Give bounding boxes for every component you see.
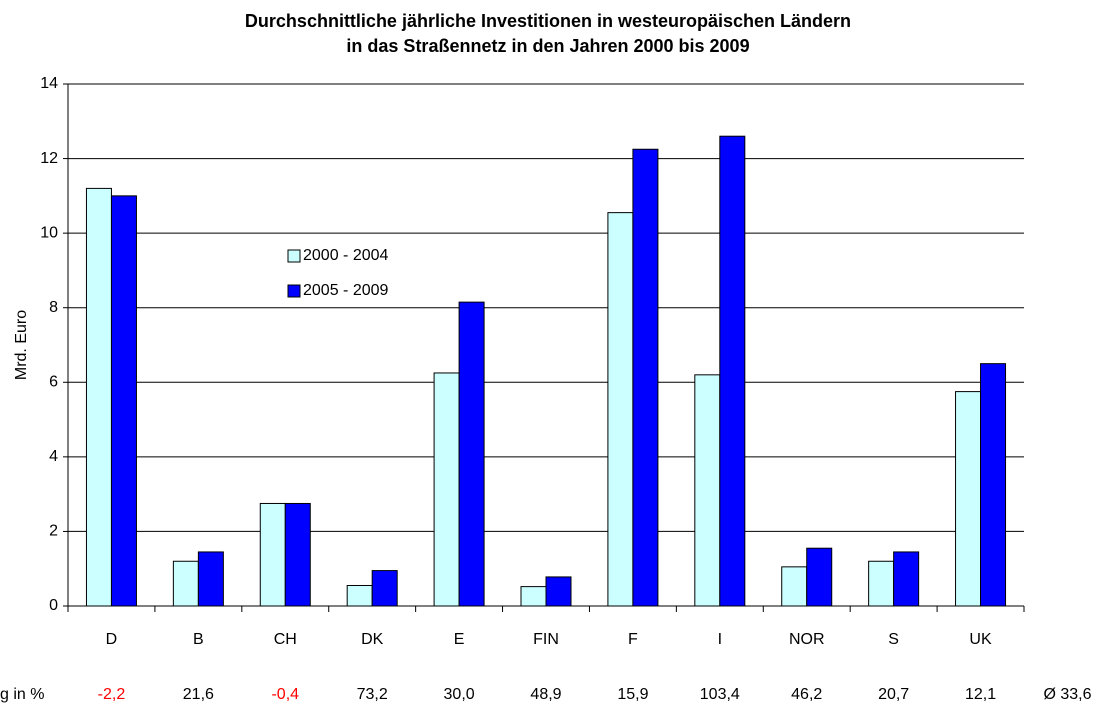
change-label: 20,7 [878,686,909,703]
y-tick-label: 6 [49,374,58,391]
x-tick-label: FIN [533,631,559,648]
y-tick-label: 10 [40,224,58,241]
bar [694,374,721,607]
average-label: Ø 33,6 [1043,686,1091,703]
legend-swatch [287,284,301,298]
change-label: 21,6 [183,686,214,703]
y-tick-label: 14 [40,75,58,92]
bar [955,391,982,607]
bar [371,570,398,607]
change-label: 73,2 [357,686,388,703]
x-tick-label: S [888,631,899,648]
bar [284,502,311,607]
bar [259,502,286,607]
chart-title: in das Straßennetz in den Jahren 2000 bi… [346,36,749,56]
x-tick-label: B [193,631,204,648]
bar [545,576,572,607]
bar [433,372,460,607]
x-tick-label: I [718,631,722,648]
x-tick-label: DK [361,631,384,648]
bar [85,187,112,607]
row-label: g in % [0,686,44,703]
y-tick-label: 4 [49,448,58,465]
bar [719,135,746,607]
bar [346,584,373,607]
bar [172,560,199,607]
change-label: 46,2 [791,686,822,703]
bar [781,566,808,607]
bar [607,212,634,607]
y-axis-label: Mrd. Euro [13,310,30,380]
change-label: 103,4 [700,686,740,703]
bar [868,560,895,607]
x-tick-label: CH [274,631,297,648]
chart-title: Durchschnittliche jährliche Investitione… [245,11,851,31]
x-tick-label: E [454,631,465,648]
change-label: -2,2 [98,686,126,703]
bar [806,547,833,607]
bar [980,363,1007,607]
change-label: 48,9 [530,686,561,703]
bar [632,148,659,607]
x-tick-label: D [106,631,118,648]
change-label: -0,4 [271,686,299,703]
bar [197,551,224,607]
legend-label: 2000 - 2004 [303,247,389,264]
x-tick-label: F [628,631,638,648]
y-tick-label: 0 [49,597,58,614]
y-tick-label: 8 [49,299,58,316]
y-tick-label: 12 [40,150,58,167]
change-label: 12,1 [965,686,996,703]
legend-swatch [287,249,301,263]
x-tick-label: UK [969,631,992,648]
bar [520,586,547,607]
change-label: 15,9 [617,686,648,703]
legend-label: 2005 - 2009 [303,282,389,299]
x-tick-label: NOR [789,631,825,648]
bar [893,551,920,607]
bar [458,301,485,607]
change-label: 30,0 [444,686,475,703]
y-tick-label: 2 [49,523,58,540]
bar [110,195,137,607]
